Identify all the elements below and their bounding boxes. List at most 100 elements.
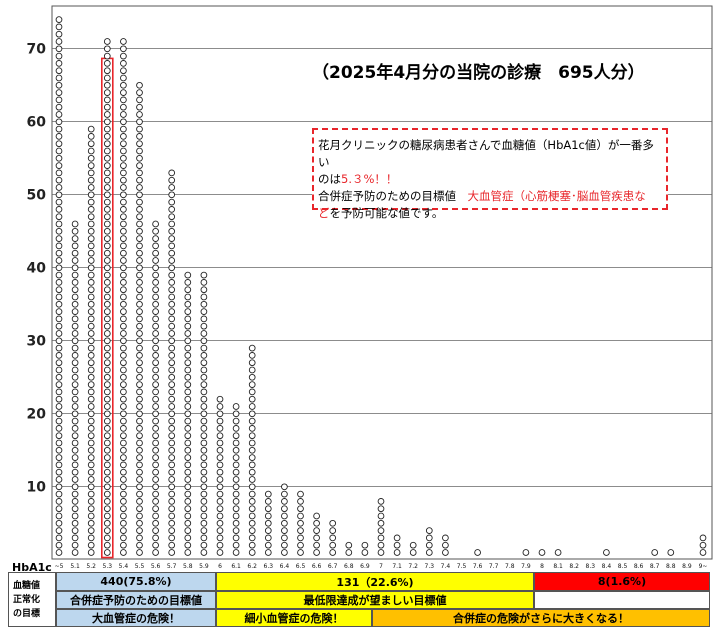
dot [152, 410, 159, 418]
dot [120, 359, 127, 367]
dot [377, 498, 385, 505]
dot [120, 235, 127, 242]
dot [55, 512, 63, 520]
dot [152, 227, 159, 235]
dot [168, 541, 176, 549]
dot [281, 498, 288, 505]
dot [168, 271, 176, 279]
dot [168, 235, 176, 242]
dot [55, 505, 63, 513]
dot [442, 541, 449, 549]
x-tick-5.9: 5.9 [199, 563, 209, 570]
dot [71, 512, 79, 520]
dot [87, 308, 95, 315]
dot [200, 476, 208, 483]
dot [216, 439, 224, 447]
dot [136, 366, 143, 374]
dot-column-5.4 [120, 38, 127, 556]
dot [120, 60, 127, 67]
x-tick-7.9: 7.9 [521, 563, 531, 570]
dot [313, 527, 320, 534]
dot [168, 366, 176, 374]
x-tick-5.4: 5.4 [119, 563, 129, 570]
dot [55, 468, 63, 476]
dot [248, 417, 256, 425]
dot [103, 257, 111, 264]
dot [136, 498, 143, 505]
dot [152, 308, 159, 315]
x-tick-6.5: 6.5 [296, 563, 306, 570]
group2-count: 131（22.6%) [216, 572, 534, 591]
row-header-line-1: 血糖値 [13, 580, 41, 591]
dot [120, 147, 127, 155]
dot [184, 498, 192, 505]
dot [87, 242, 95, 250]
dot [216, 432, 224, 440]
dot [136, 103, 143, 111]
dot [425, 534, 433, 542]
dot [136, 96, 143, 104]
dot [87, 476, 95, 483]
dot [120, 417, 127, 425]
dot [152, 249, 159, 257]
dot-column-~5 [55, 16, 63, 556]
dot [232, 425, 240, 432]
dot [87, 359, 95, 367]
dot [152, 425, 159, 432]
dot [71, 461, 79, 469]
dot [184, 403, 192, 410]
dot [264, 549, 272, 556]
dot [71, 446, 79, 454]
dot [442, 534, 449, 542]
dot [55, 81, 63, 89]
x-tick-6.3: 6.3 [264, 563, 274, 570]
dot [345, 541, 353, 549]
dot [87, 191, 95, 199]
dot-column-7.3 [425, 527, 433, 556]
dot [55, 403, 63, 410]
dot [55, 352, 63, 359]
dot [248, 549, 256, 556]
dot [264, 534, 272, 542]
dot [103, 264, 111, 272]
dot [136, 344, 143, 352]
dot [200, 549, 208, 556]
dot [184, 271, 192, 279]
dot-column-6.6 [313, 512, 320, 556]
x-tick-~5: ~5 [55, 563, 64, 570]
dot [184, 344, 192, 352]
dot [184, 534, 192, 542]
dot [103, 133, 111, 140]
dot [55, 111, 63, 118]
dot [71, 344, 79, 352]
dot [87, 549, 95, 556]
y-tick-10: 10 [27, 480, 47, 496]
dot-column-7.4 [442, 534, 449, 556]
dot [103, 103, 111, 111]
dot [55, 519, 63, 527]
dot [55, 74, 63, 82]
dot [216, 483, 224, 491]
dot [71, 519, 79, 527]
dot [71, 279, 79, 286]
dot [136, 300, 143, 308]
dot [168, 534, 176, 542]
table-row-header: 血糖値 正常化 の目標 [8, 572, 56, 627]
x-tick-5.5: 5.5 [135, 563, 145, 570]
dot [71, 322, 79, 330]
dot [55, 490, 63, 498]
dot [136, 534, 143, 542]
dot [71, 425, 79, 432]
dot [87, 344, 95, 352]
dot [55, 410, 63, 418]
dot [152, 505, 159, 513]
dot-column-5.7 [168, 169, 176, 556]
dot [264, 541, 272, 549]
dot [120, 432, 127, 440]
dot [55, 373, 63, 381]
dot [87, 257, 95, 264]
dot [103, 118, 111, 126]
dot [152, 549, 159, 556]
dot [297, 519, 304, 527]
dot [216, 476, 224, 483]
